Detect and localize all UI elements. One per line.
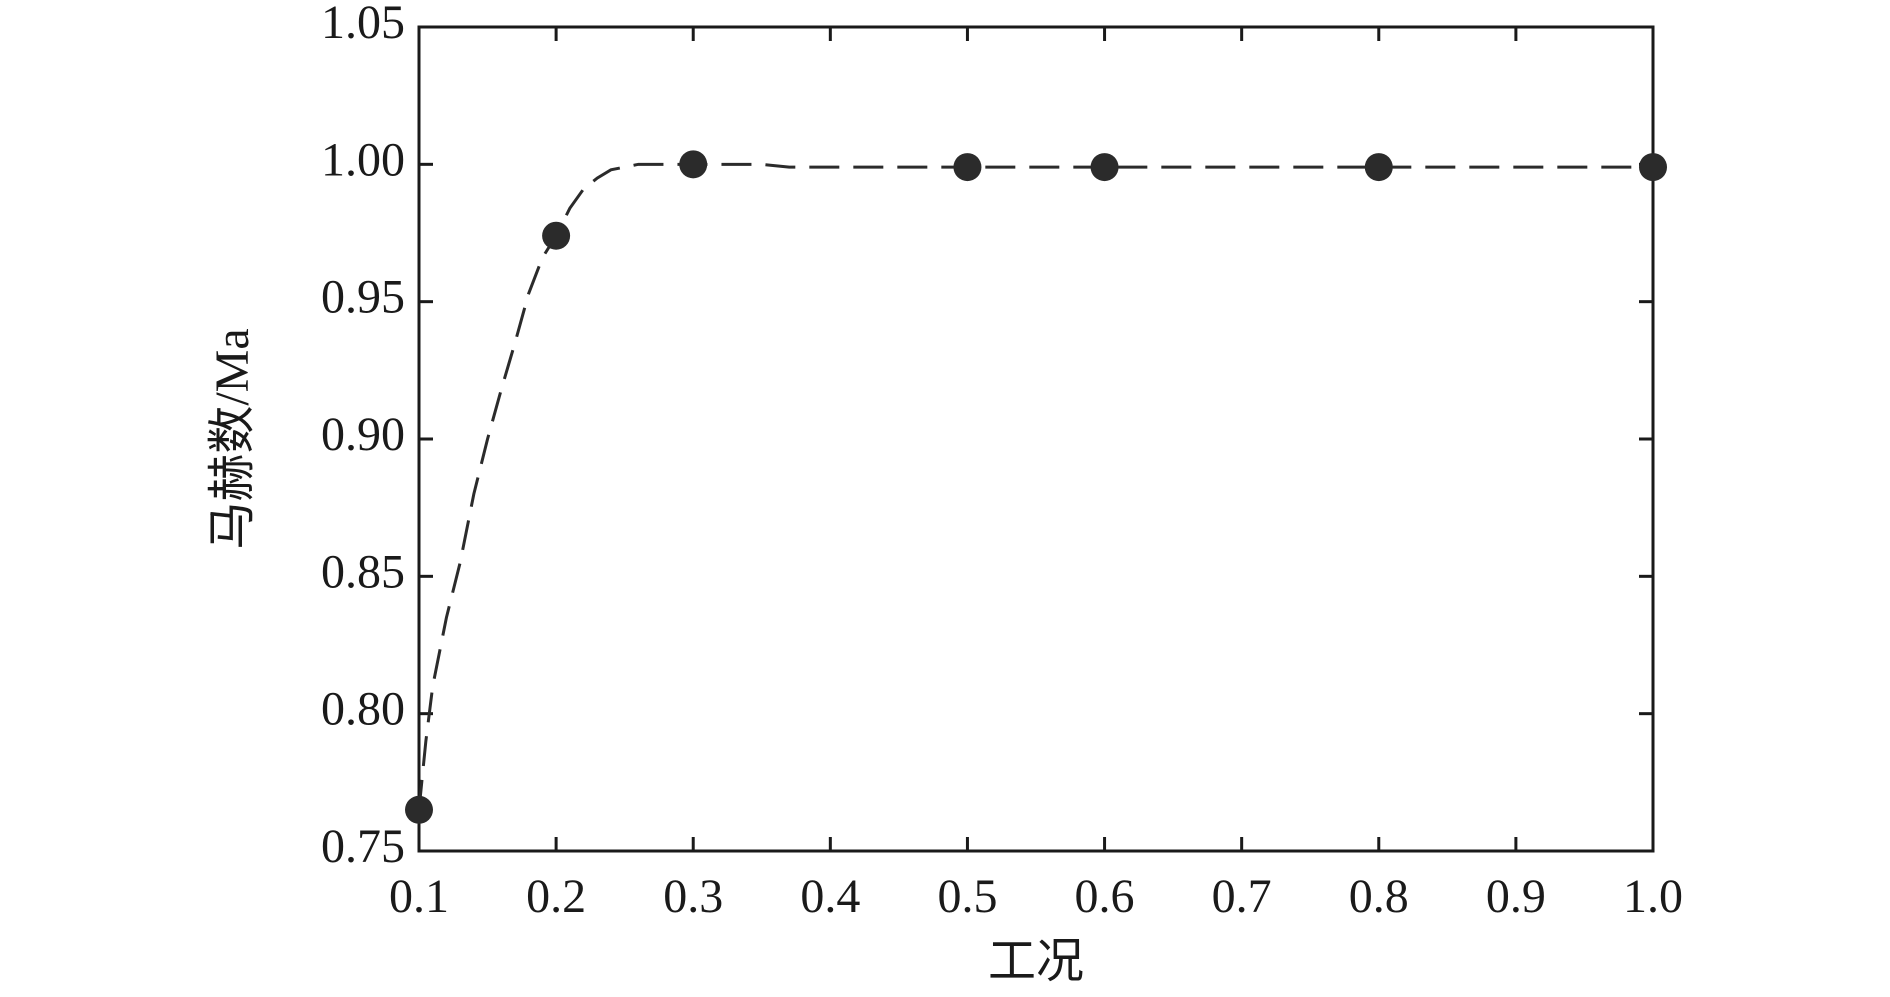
data-point bbox=[1639, 153, 1667, 182]
data-point bbox=[1364, 153, 1393, 182]
x-tick-label: 0.7 bbox=[1212, 870, 1272, 923]
y-tick-label: 1.05 bbox=[321, 0, 405, 49]
y-tick-label: 0.75 bbox=[321, 820, 405, 873]
y-tick-label: 0.95 bbox=[321, 271, 405, 324]
x-tick-label: 0.5 bbox=[937, 870, 997, 923]
x-tick-label: 0.4 bbox=[800, 870, 860, 923]
data-point bbox=[542, 221, 571, 250]
data-point bbox=[679, 150, 708, 179]
data-point bbox=[1090, 153, 1119, 182]
y-tick-label: 0.80 bbox=[321, 683, 405, 736]
fit-line bbox=[417, 162, 1653, 810]
x-tick-label: 0.3 bbox=[663, 870, 723, 923]
x-tick-label: 0.8 bbox=[1349, 870, 1409, 923]
x-tick-label: 0.2 bbox=[526, 870, 586, 923]
x-axis-label: 工况 bbox=[988, 935, 1084, 988]
x-tick-label: 0.9 bbox=[1486, 870, 1546, 923]
y-tick-label: 1.00 bbox=[321, 133, 405, 186]
data-point bbox=[953, 153, 982, 182]
x-tick-label: 1.0 bbox=[1623, 870, 1683, 923]
y-axis-label: 马赫数/Ma bbox=[206, 328, 259, 549]
x-tick-label: 0.1 bbox=[389, 870, 449, 923]
x-tick-label: 0.6 bbox=[1075, 870, 1135, 923]
plot-frame bbox=[417, 25, 1655, 853]
data-point bbox=[405, 795, 433, 824]
y-tick-label: 0.85 bbox=[321, 545, 405, 598]
y-tick-label: 0.90 bbox=[321, 408, 405, 461]
